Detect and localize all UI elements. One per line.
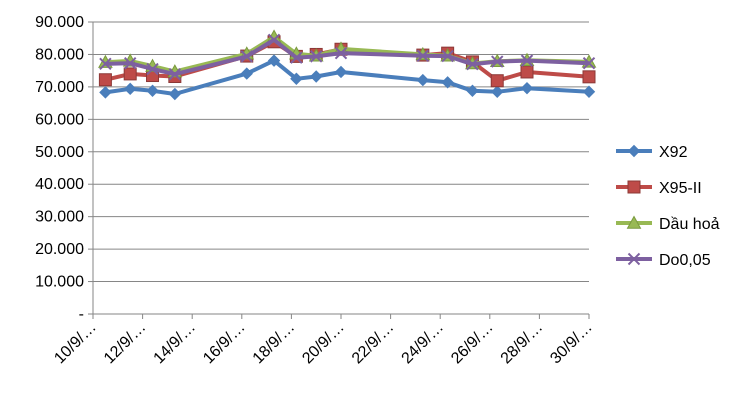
series-2-point bbox=[98, 73, 112, 87]
y-tick-label: 20.000 bbox=[35, 241, 84, 258]
series-4-point bbox=[441, 49, 454, 63]
series-4-point-stroke bbox=[123, 56, 137, 70]
series-4-point-stroke bbox=[441, 49, 454, 63]
axes bbox=[88, 21, 590, 319]
series-2-point bbox=[520, 65, 534, 79]
series-2-point bbox=[582, 70, 596, 84]
y-tick-label: 90.000 bbox=[35, 14, 84, 31]
series-4-point bbox=[99, 57, 112, 71]
y-tick-label: 40.000 bbox=[35, 176, 84, 193]
legend-item-4-swatch-marker bbox=[627, 252, 641, 266]
series-1-point bbox=[466, 84, 479, 97]
series-4-point bbox=[416, 49, 430, 62]
legend-item-3-swatch-marker bbox=[626, 215, 642, 229]
series-4-point bbox=[334, 46, 348, 60]
legend-item-1-label: X92 bbox=[659, 144, 688, 161]
series-4-point-stroke bbox=[520, 54, 534, 67]
series-4-point bbox=[309, 50, 323, 63]
series-2-point bbox=[490, 74, 504, 88]
legend-item-2: X95-II bbox=[616, 180, 702, 197]
series-4-point bbox=[290, 51, 303, 64]
series-1-point bbox=[416, 73, 430, 87]
series-4-point bbox=[520, 54, 534, 67]
series-4-point bbox=[267, 33, 281, 47]
y-axis-tick-labels: - 10.000 20.000 30.000 40.000 50.000 60.000 70.… bbox=[35, 14, 84, 323]
series-1-point bbox=[99, 86, 112, 99]
legend-item-1: X92 bbox=[616, 144, 688, 161]
y-tick-label: 80.000 bbox=[35, 46, 84, 63]
legend-item-4-swatch-marker-stroke bbox=[627, 252, 641, 266]
series-4-point bbox=[466, 57, 479, 71]
legend-item-3-label: Dầu hoả bbox=[659, 216, 720, 233]
series-1-point bbox=[123, 82, 137, 96]
series-4-point-stroke bbox=[582, 56, 596, 70]
series-4-point-stroke bbox=[290, 51, 303, 64]
y-tick-label: 10.000 bbox=[35, 274, 84, 291]
series-4-point-stroke bbox=[491, 55, 504, 68]
legend-item-4-label: Do0,05 bbox=[659, 252, 711, 269]
series-1-point bbox=[334, 65, 348, 79]
series-1-point bbox=[582, 85, 596, 98]
series-layer bbox=[98, 29, 597, 101]
series-4-point-stroke bbox=[466, 57, 479, 71]
series-4-point bbox=[168, 68, 182, 81]
series-4-point-stroke bbox=[309, 50, 323, 63]
series-4-point-stroke bbox=[267, 33, 281, 47]
legend-item-2-swatch-marker bbox=[627, 180, 641, 194]
series-1-point bbox=[491, 85, 504, 98]
series-1-point bbox=[146, 84, 159, 97]
series-4-point-stroke bbox=[146, 62, 159, 76]
gridlines bbox=[93, 21, 589, 283]
legend-item-2-label: X95-II bbox=[659, 180, 702, 197]
series-1-point bbox=[240, 67, 253, 80]
y-tick-label: 60.000 bbox=[35, 111, 84, 128]
series-4-point bbox=[123, 56, 137, 70]
series-2-point bbox=[123, 67, 137, 81]
legend-item-1-swatch-marker bbox=[627, 144, 641, 158]
series-4-point bbox=[582, 56, 596, 70]
series-1-point bbox=[290, 72, 303, 85]
series-4-point-stroke bbox=[334, 46, 348, 60]
series-4-point-stroke bbox=[168, 68, 182, 81]
series-4-point bbox=[240, 50, 253, 63]
series-1-point bbox=[267, 54, 281, 67]
legend-item-3: Dầu hoả bbox=[616, 215, 720, 233]
series-4-point bbox=[491, 55, 504, 68]
series-1-point bbox=[168, 87, 182, 101]
y-tick-label: - bbox=[79, 306, 84, 323]
series-4-point-stroke bbox=[416, 49, 430, 62]
series-4-point bbox=[146, 62, 159, 76]
y-tick-label: 70.000 bbox=[35, 79, 84, 96]
series-1-point bbox=[309, 70, 323, 83]
y-tick-label: 30.000 bbox=[35, 209, 84, 226]
series-4-point-stroke bbox=[99, 57, 112, 71]
y-tick-label: 50.000 bbox=[35, 144, 84, 161]
series-4-point-stroke bbox=[240, 50, 253, 63]
legend: X92 X95-II Dầu hoả Do0,05 bbox=[616, 144, 720, 269]
series-1-point bbox=[441, 76, 454, 89]
series-1-point bbox=[520, 81, 534, 95]
legend-item-4: Do0,05 bbox=[616, 252, 711, 269]
